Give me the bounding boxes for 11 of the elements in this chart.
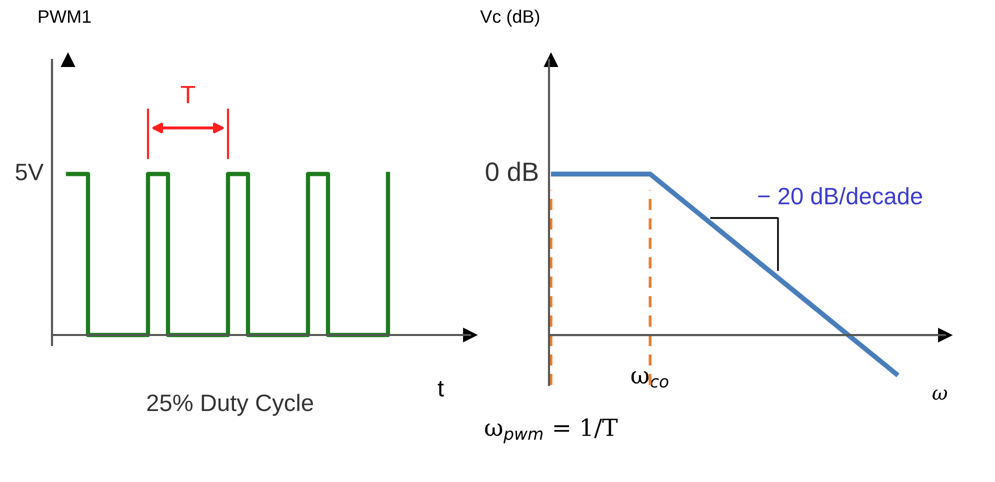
x-axis-title: ω: [932, 390, 948, 400]
x-tick-label: ω$_{co}$: [631, 371, 668, 388]
x-tick-label: ω$_{pwm}$ = 1/T: [485, 418, 618, 444]
text: T: [180, 86, 196, 104]
text: 5V: [16, 164, 44, 180]
text: 25% Duty Cycle: [147, 394, 314, 416]
annotation: − 20 dB/decade: [758, 187, 922, 204]
y-axis-title: Vc (dB): [480, 10, 540, 26]
text: 0 dB: [486, 162, 538, 182]
x-axis-title: t: [438, 381, 444, 396]
y-axis-title: PWM1: [38, 10, 91, 23]
